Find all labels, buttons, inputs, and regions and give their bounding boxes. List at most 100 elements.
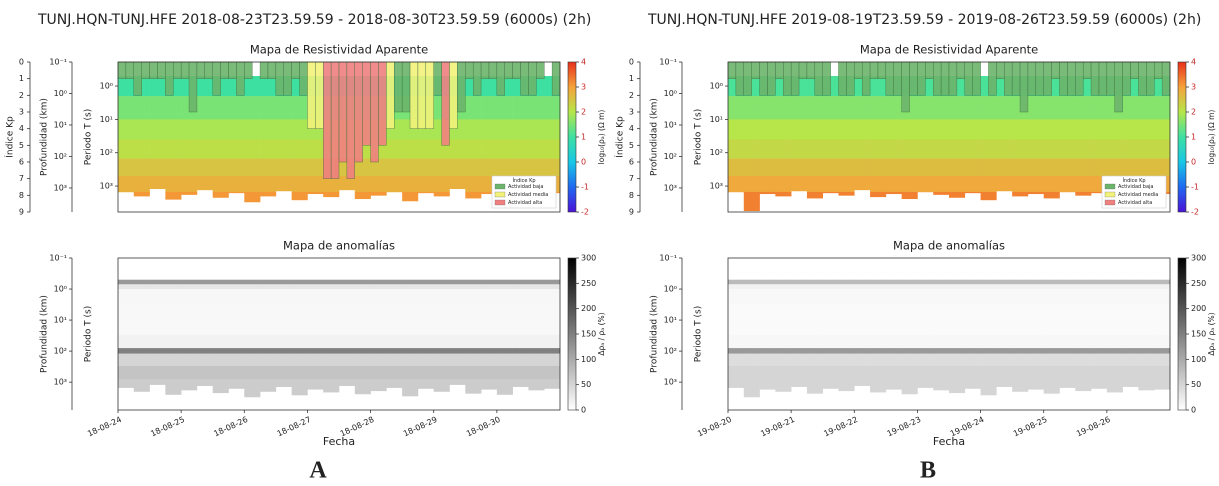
heatmap-cell [838,191,855,196]
heatmap-cell [775,96,792,120]
heatmap-cell [370,379,387,392]
heatmap-cell [165,158,182,177]
heatmap-cell [275,365,292,380]
kp-bar [806,61,816,79]
kp-tick-label: 1 [19,74,24,83]
heatmap-cell [743,289,760,305]
heatmap-cell [1154,158,1171,177]
heatmap-cell [759,96,776,120]
heatmap-cell [417,139,435,159]
legend-label: Actividad media [508,192,548,198]
heatmap-cell [339,379,356,386]
heatmap-cell [1091,119,1108,140]
heatmap-cell [307,334,324,349]
heatmap-cell [996,365,1013,380]
kp-bar [1098,61,1108,96]
heatmap-cell [885,334,902,349]
heatmap-cell [417,353,435,367]
heatmap-cell [118,348,135,354]
colorbar-tick-label: 0 [581,406,586,415]
kp-bar [117,61,127,79]
heatmap-cell [996,353,1013,367]
heatmap-cell [791,139,808,159]
kp-bar [449,61,458,129]
depth-tick-label: 10⁰ [54,89,67,98]
heatmap-cell [228,348,245,354]
period-tick-label: 10⁰ [710,82,723,91]
heatmap-cell [133,284,150,290]
heatmap-cell [449,379,466,385]
kp-tick-label: 7 [19,174,24,183]
heatmap-cell [870,303,887,336]
x-tick-label: 18-08-24 [86,415,123,439]
heatmap-cell [149,353,166,367]
heatmap-cell [1091,191,1108,194]
heatmap-cell [417,289,435,305]
heatmap-cell [1075,289,1092,305]
heatmap-cell [759,191,776,195]
heatmap-cell [1106,284,1123,290]
heatmap-cell [1075,176,1092,193]
plot-title: Mapa de anomalías [893,239,1005,253]
heatmap-cell [165,176,182,193]
heatmap-cell [1043,289,1060,305]
heatmap-cell [1043,279,1060,285]
heatmap-cell [481,76,498,97]
heatmap-cell [1138,279,1155,285]
heatmap-cell [481,303,498,336]
heatmap-cell [196,76,214,97]
heatmap-cell [854,348,871,354]
heatmap-cell [181,139,198,159]
kp-bar [236,61,245,96]
heatmap-cell [885,96,902,120]
heatmap-cell [323,379,340,393]
kp-tick-label: 5 [629,141,634,150]
heatmap-cell [806,158,824,177]
heatmap-cell [870,176,887,193]
heatmap-cell [1122,119,1139,140]
colorbar-tick-label: 300 [1191,254,1206,263]
heatmap-cell [181,191,198,195]
heatmap-cell [118,289,135,305]
heatmap-cell [449,158,466,177]
kp-bar [1154,61,1163,79]
kp-bar [551,61,561,96]
heatmap-cell [260,365,277,380]
depth-tick-label: 10¹ [54,316,67,325]
kp-bar [814,61,823,96]
heatmap-cell [212,158,229,177]
heatmap-cell [165,191,182,200]
depth-tick-label: 10⁰ [664,285,677,294]
kp-bar [433,61,442,96]
heatmap-cell [980,139,997,159]
kp-bar [790,61,800,96]
heatmap-cell [528,289,545,305]
legend-swatch [494,183,506,190]
heatmap-cell [496,158,513,177]
heatmap-cell [1075,348,1092,354]
heatmap-cell [181,176,198,193]
heatmap-cell [980,334,997,349]
heatmap-cell [1043,158,1060,177]
heatmap-cell [496,289,513,305]
heatmap-cell [1075,96,1092,120]
heatmap-cell [244,96,261,120]
heatmap-cell [449,289,466,305]
heatmap-cell [728,289,745,305]
heatmap-cell [118,303,135,336]
heatmap-cell [512,353,529,367]
heatmap-cell [512,334,529,349]
colorbar-tick-label: 150 [581,330,596,339]
heatmap-cell [791,176,808,192]
heatmap-cell [1075,353,1092,367]
heatmap-cell [933,158,950,177]
depth-tick-label: 10³ [664,183,677,192]
heatmap-cell [354,353,371,367]
legend-swatch [1104,199,1116,206]
heatmap-cell [1106,334,1123,349]
heatmap-cell [402,289,419,305]
plot-frame [727,61,1171,213]
heatmap-cell [1138,353,1155,367]
heatmap-cell [307,139,324,159]
heatmap-cell [465,379,482,394]
